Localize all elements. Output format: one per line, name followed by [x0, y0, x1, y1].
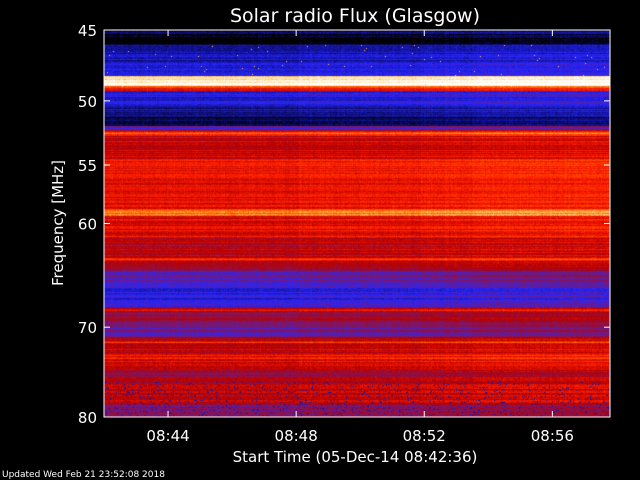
plot-area: [103, 29, 611, 418]
chart-title: Solar radio Flux (Glasgow): [230, 5, 480, 27]
y-tick-label: 55: [78, 157, 97, 175]
x-axis: 08:44 08:48 08:52 08:56: [146, 30, 574, 445]
y-tick-label: 80: [78, 409, 97, 427]
y-axis: 45 50 55 60 70 80: [78, 22, 610, 427]
y-axis-label: Frequency [MHz]: [49, 160, 67, 286]
updated-timestamp: Updated Wed Feb 21 23:52:08 2018: [2, 470, 165, 480]
x-tick-label: 08:48: [275, 427, 318, 445]
x-tick-label: 08:44: [146, 427, 189, 445]
spectrogram-raster: [104, 30, 610, 417]
x-tick-label: 08:52: [403, 427, 446, 445]
x-axis-label: Start Time (05-Dec-14 08:42:36): [233, 448, 478, 466]
y-tick-label: 50: [78, 93, 97, 111]
y-tick-label: 45: [78, 22, 97, 40]
y-tick-label: 70: [78, 319, 97, 337]
y-tick-label: 60: [78, 216, 97, 234]
x-tick-label: 08:56: [531, 427, 574, 445]
